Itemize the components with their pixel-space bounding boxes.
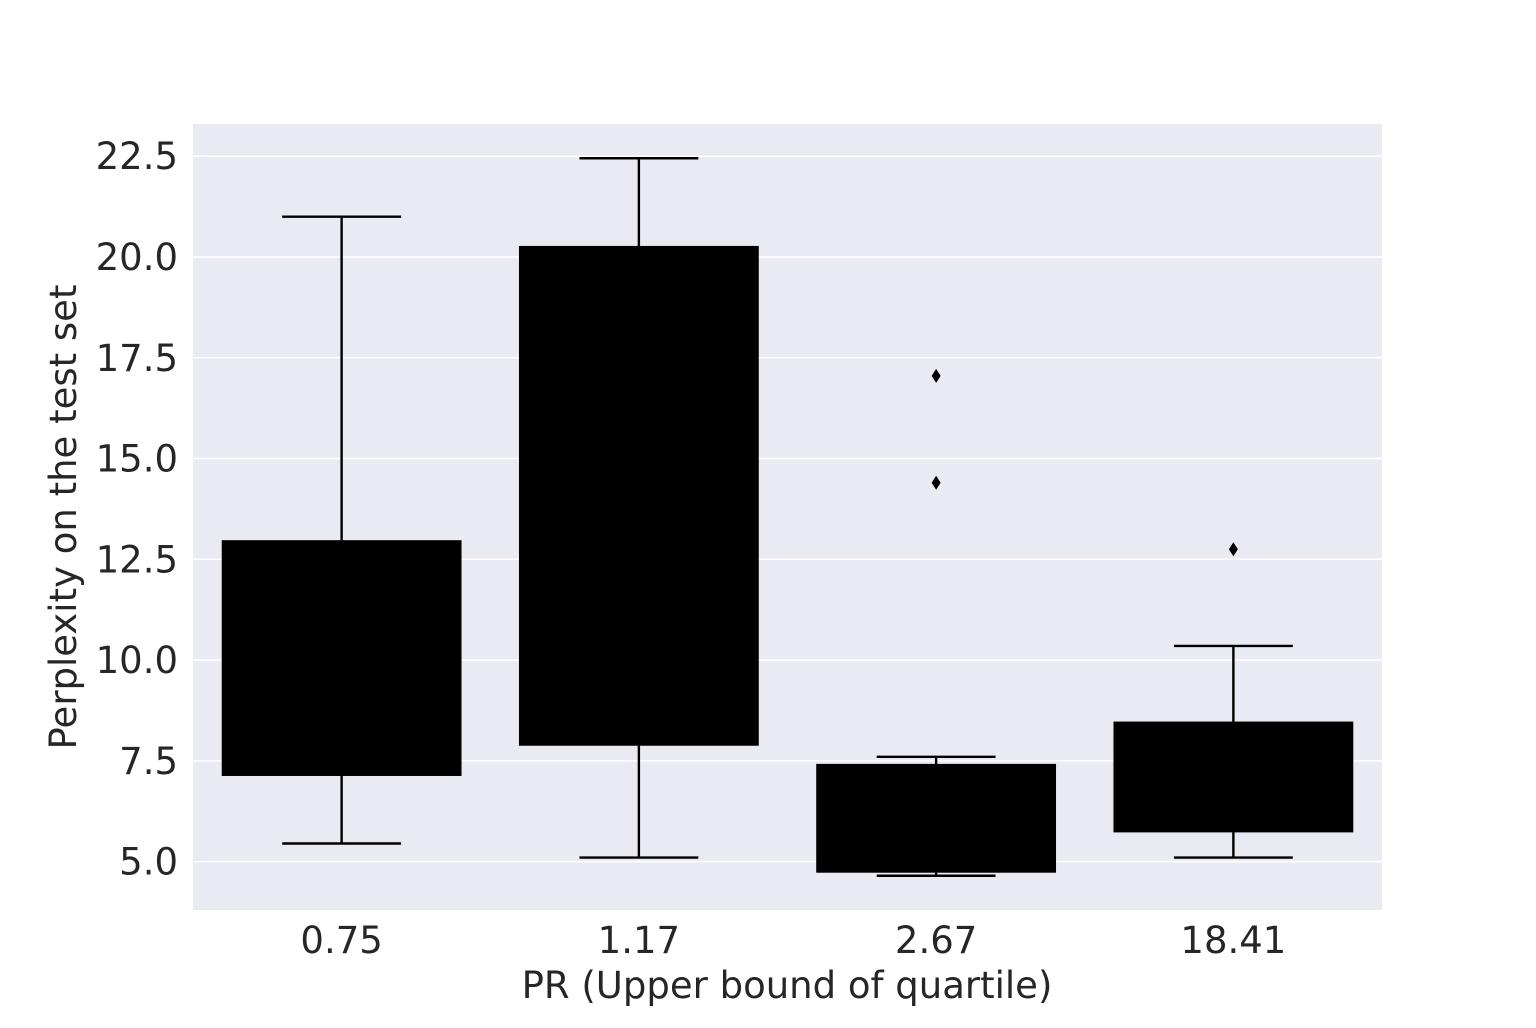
x-tick-labels: 0.75 1.17 2.67 18.41 — [300, 919, 1286, 962]
y-axis-label: Perplexity on the test set — [42, 285, 85, 750]
boxes — [221, 157, 1354, 877]
box-group — [1113, 542, 1354, 859]
y-tick-label: 22.5 — [96, 135, 178, 178]
box-group — [816, 368, 1057, 877]
x-tick-label: 18.41 — [1180, 919, 1286, 962]
y-tick-label: 7.5 — [119, 740, 178, 783]
box — [221, 540, 462, 776]
x-tick-label: 1.17 — [598, 919, 680, 962]
box — [518, 245, 759, 746]
y-tick-label: 10.0 — [96, 639, 178, 682]
x-tick-label: 0.75 — [300, 919, 382, 962]
y-tick-label: 17.5 — [96, 337, 178, 380]
outlier-point — [931, 475, 941, 490]
y-tick-label: 20.0 — [96, 236, 178, 279]
box-group — [518, 157, 759, 859]
y-tick-label: 5.0 — [119, 841, 178, 884]
x-axis-label: PR (Upper bound of quartile) — [522, 964, 1053, 1007]
y-tick-label: 12.5 — [96, 538, 178, 581]
box-group — [221, 215, 462, 845]
y-tick-labels: 5.0 7.5 10.0 12.5 15.0 17.5 20.0 22.5 — [96, 135, 178, 883]
outlier-point — [1228, 542, 1238, 557]
y-tick-label: 15.0 — [96, 438, 178, 481]
box — [816, 763, 1057, 873]
x-tick-label: 2.67 — [895, 919, 977, 962]
box — [1113, 721, 1354, 833]
outlier-point — [931, 368, 941, 383]
